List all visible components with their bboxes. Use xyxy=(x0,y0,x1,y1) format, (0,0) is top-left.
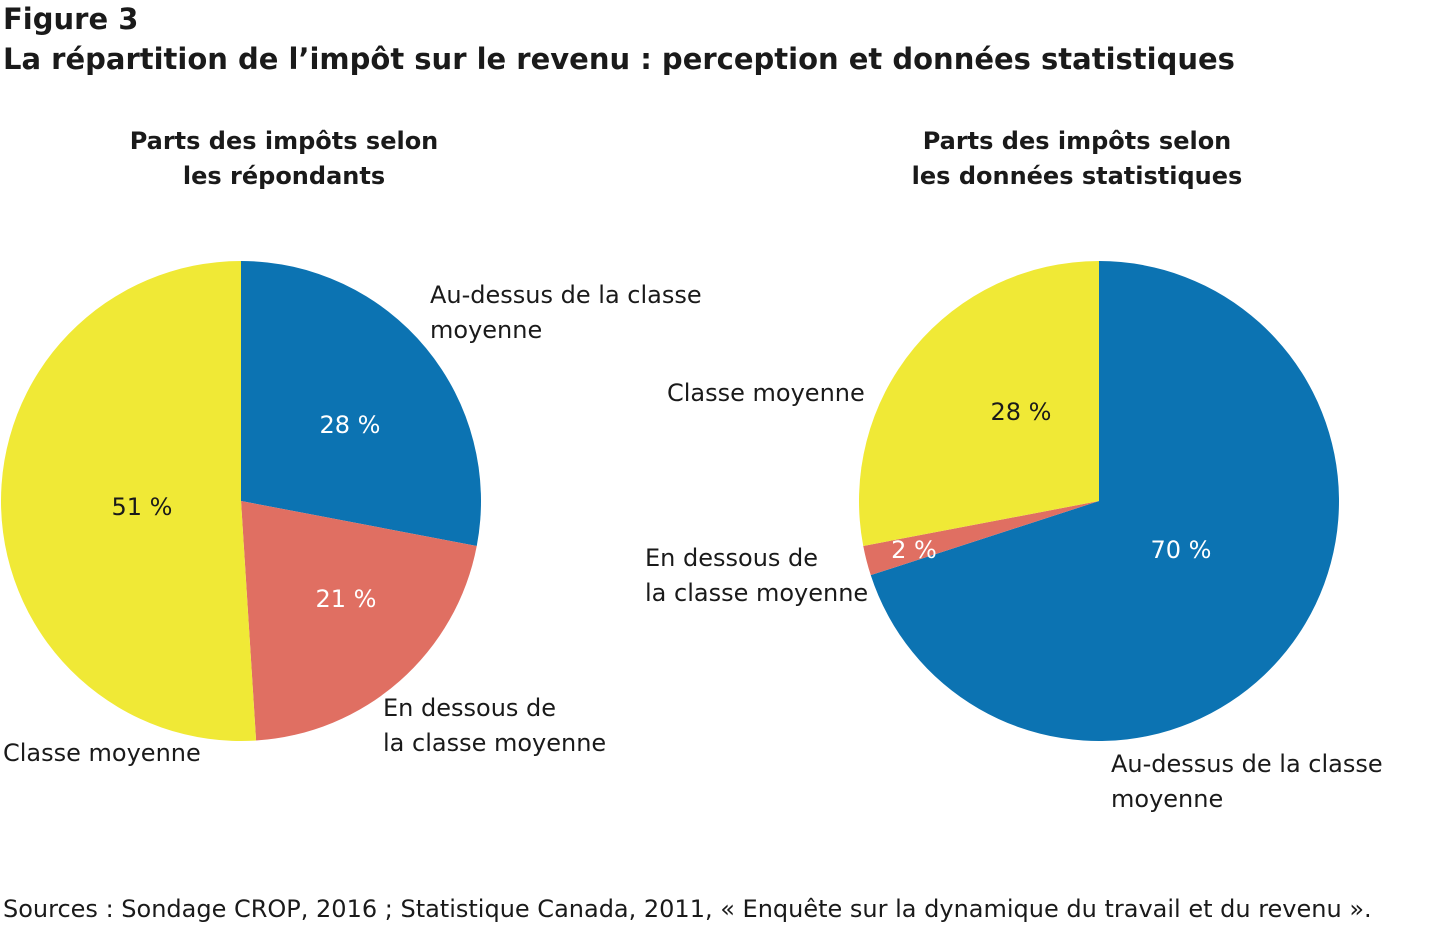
chart-2-legend-above-line-1: Au-dessus de la classe xyxy=(1111,750,1383,778)
figure-title: La répartition de l’impôt sur le revenu … xyxy=(3,42,1235,76)
chart-2-value-label-middle: 28 % xyxy=(991,398,1052,426)
chart-1-slice-below xyxy=(241,501,477,741)
chart-1-slice-above xyxy=(241,261,481,546)
chart-1-legend-below-line-1: En dessous de xyxy=(383,694,557,722)
chart-1-legend-below-line-2: la classe moyenne xyxy=(383,729,607,757)
chart-2-legend-below-line-1: En dessous de xyxy=(645,544,819,572)
chart-2-legend-below: En dessous de la classe moyenne xyxy=(645,541,868,611)
chart-1-legend-middle: Classe moyenne xyxy=(3,736,201,771)
chart-2-legend-above: Au-dessus de la classe moyenne xyxy=(1111,747,1383,817)
chart-1-value-label-middle: 51 % xyxy=(112,493,173,521)
chart-2-legend-middle: Classe moyenne xyxy=(667,376,865,411)
chart-2-slice-middle xyxy=(859,261,1099,546)
chart-2-legend-above-line-2: moyenne xyxy=(1111,785,1224,813)
chart-1-title: Parts des impôts selon les répondants xyxy=(74,124,494,194)
chart-2-slice-above xyxy=(870,261,1340,741)
chart-1-legend-below: En dessous de la classe moyenne xyxy=(383,691,606,761)
source-note: Sources : Sondage CROP, 2016 ; Statistiq… xyxy=(3,895,1372,923)
chart-1-legend-above-line-2: moyenne xyxy=(430,316,543,344)
chart-2-title-line-2: les données statistiques xyxy=(911,162,1243,190)
chart-2-legend-middle-line-1: Classe moyenne xyxy=(667,379,865,407)
chart-1-legend-above: Au-dessus de la classe moyenne xyxy=(430,278,702,348)
chart-2-value-label-above: 70 % xyxy=(1151,536,1212,564)
chart-2-title-line-1: Parts des impôts selon xyxy=(922,127,1232,155)
chart-2-value-label-below: 2 % xyxy=(891,536,937,564)
chart-1-title-line-1: Parts des impôts selon xyxy=(129,127,439,155)
chart-1-value-label-below: 21 % xyxy=(316,585,377,613)
chart-1-slice-middle xyxy=(1,261,257,741)
figure-number: Figure 3 xyxy=(3,2,139,36)
chart-1-legend-middle-line-1: Classe moyenne xyxy=(3,739,201,767)
chart-1-value-label-above: 28 % xyxy=(320,411,381,439)
chart-2-title: Parts des impôts selon les données stati… xyxy=(867,124,1287,194)
chart-1-legend-above-line-1: Au-dessus de la classe xyxy=(430,281,702,309)
chart-2-slice-below xyxy=(863,501,1099,576)
chart-2-legend-below-line-2: la classe moyenne xyxy=(645,579,869,607)
chart-1-title-line-2: les répondants xyxy=(182,162,386,190)
